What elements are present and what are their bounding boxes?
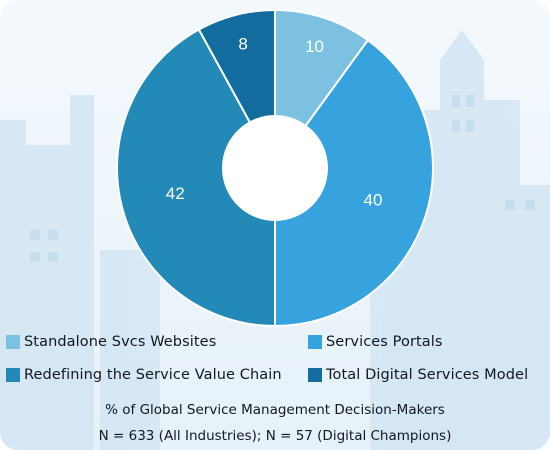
legend-item-standalone-svcs-websites: Standalone Svcs Websites: [6, 331, 216, 353]
legend-label: Services Portals: [326, 334, 443, 350]
legend-item-total-digital-services-model: Total Digital Services Model: [308, 364, 528, 386]
legend-label: Total Digital Services Model: [326, 367, 529, 383]
legend-swatch: [308, 368, 322, 382]
legend-swatch: [6, 368, 20, 382]
chart-note-sample-size: N = 633 (All Industries); N = 57 (Digita…: [98, 428, 452, 444]
slice-value-label-4: 8: [238, 35, 247, 54]
legend-swatch: [308, 335, 322, 349]
legend-swatch: [6, 335, 20, 349]
legend-item-services-portals: Services Portals: [308, 331, 443, 353]
slice-value-label-3: 42: [166, 184, 185, 203]
legend-label: Redefining the Service Value Chain: [24, 367, 282, 383]
slice-value-label-2: 40: [363, 190, 382, 209]
chart-note-respondents: % of Global Service Management Decision-…: [105, 402, 445, 418]
slice-value-label-1: 10: [305, 37, 324, 56]
donut-hole: [222, 115, 328, 221]
legend-item-redefining-service-value-chain: Redefining the Service Value Chain: [6, 364, 282, 386]
legend-label: Standalone Svcs Websites: [24, 334, 217, 350]
